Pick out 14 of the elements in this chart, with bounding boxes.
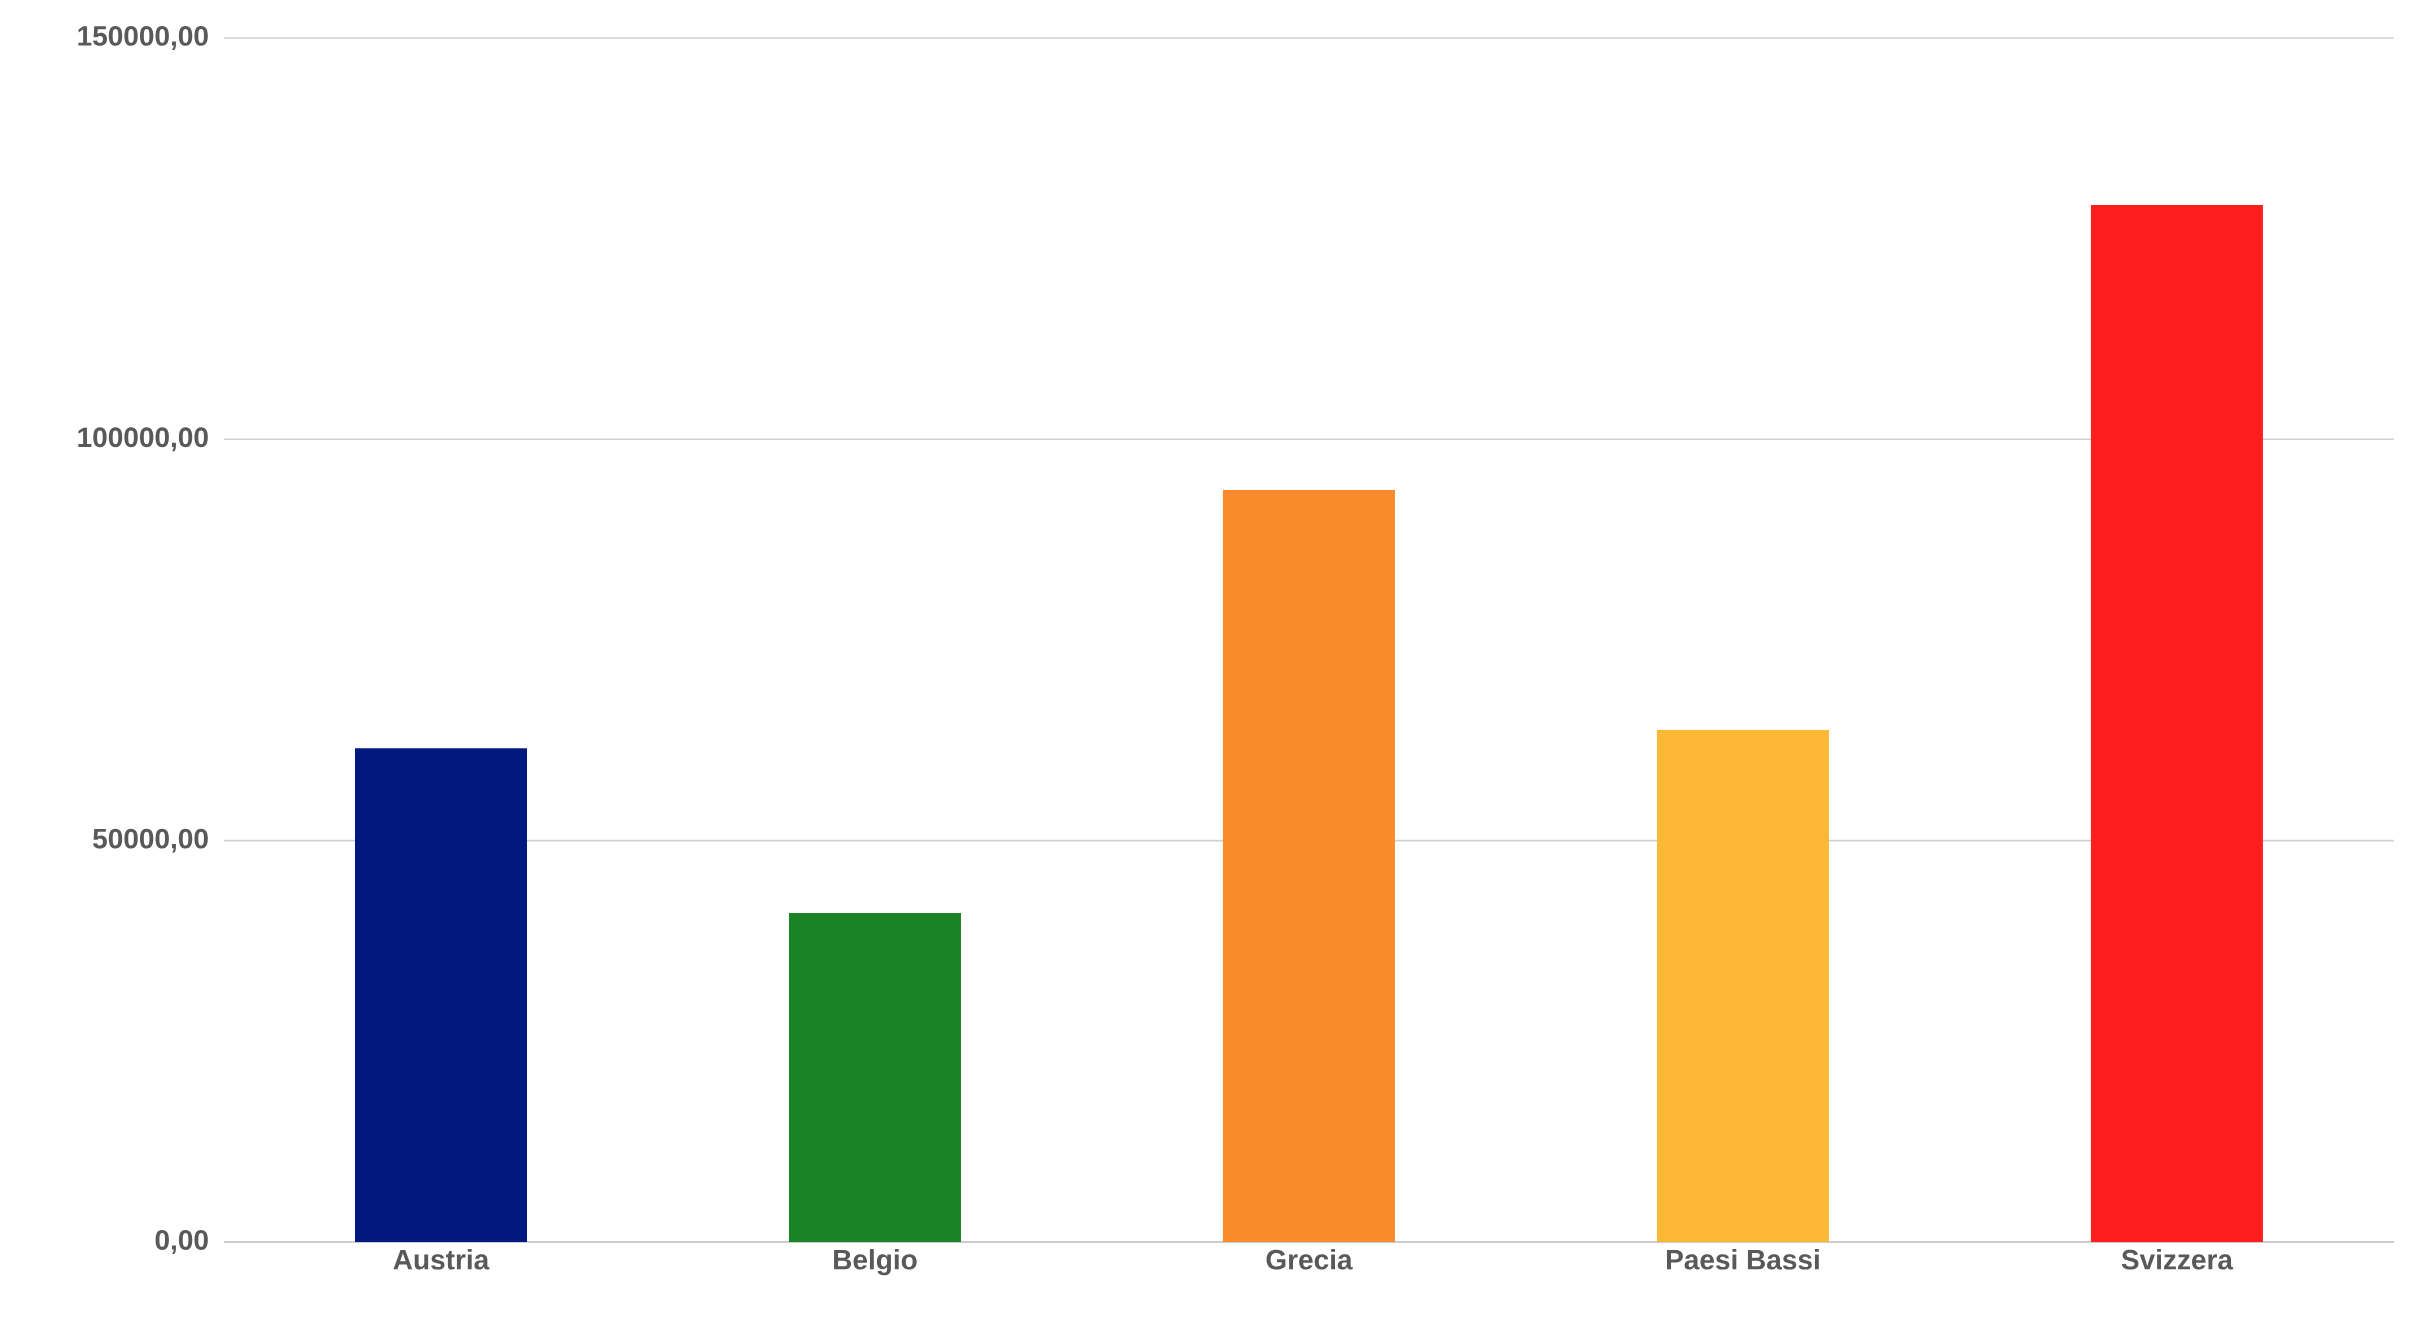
x-tick-label: Svizzera: [2121, 1249, 2234, 1270]
bar: [1656, 729, 1829, 1242]
x-tick-label: Belgio: [834, 1249, 917, 1276]
y-tick-label: 0,00: [155, 1230, 208, 1254]
bar: [788, 912, 961, 1242]
y-tick-label: 100000,00: [78, 427, 208, 452]
x-tick-label: Paesi Bassi: [1666, 1249, 1819, 1270]
bar: [354, 748, 527, 1242]
y-tick-label: 150000,00: [78, 26, 208, 50]
bar: [2090, 204, 2263, 1242]
x-tick-label: Grecia: [1266, 1249, 1353, 1270]
bar: [1222, 489, 1395, 1242]
x-tick-label: Austria: [393, 1249, 490, 1270]
y-tick-label: 50000,00: [93, 828, 208, 853]
